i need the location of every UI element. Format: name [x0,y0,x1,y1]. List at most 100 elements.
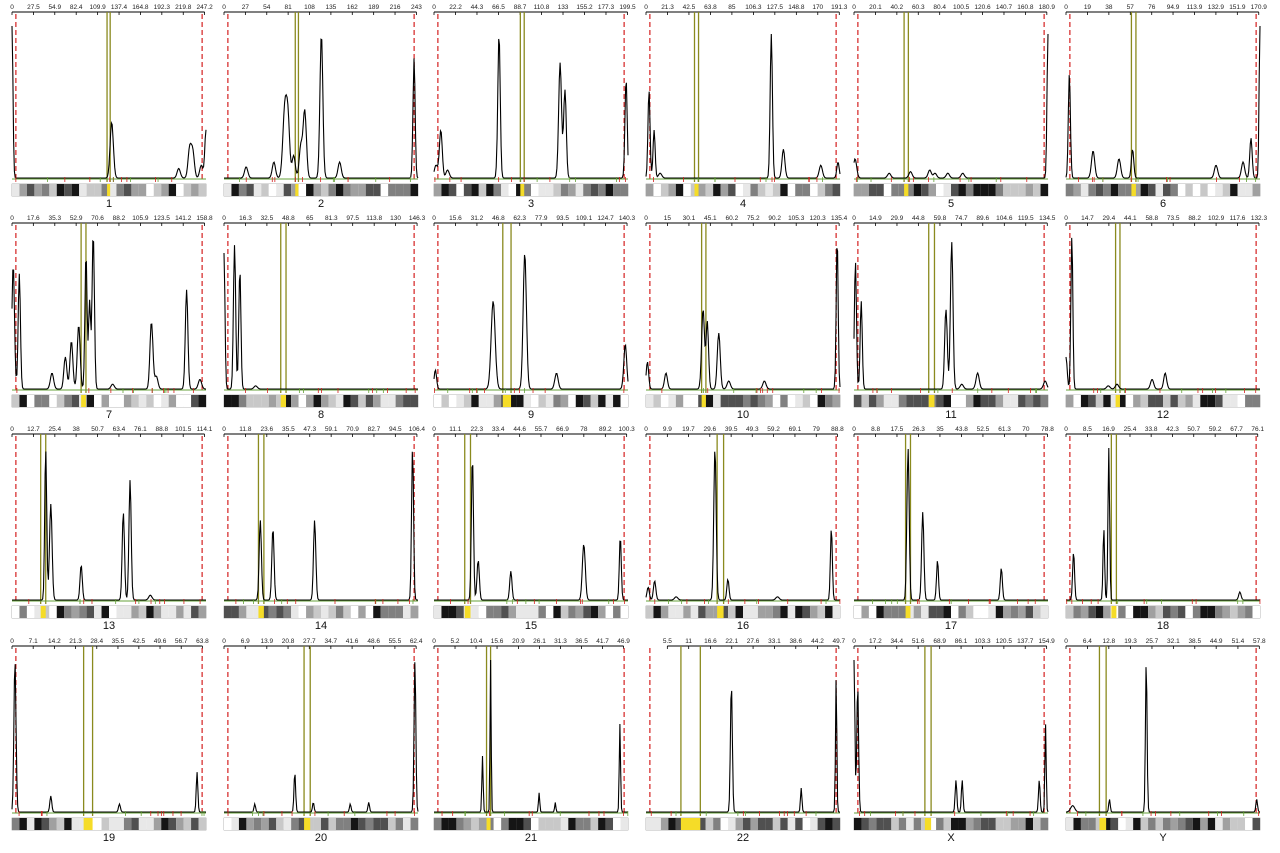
scale-tick-label: 32.5 [261,215,274,222]
ideogram-band [995,606,1004,618]
ideogram-band [291,395,299,407]
ideogram-centromere [717,606,724,618]
ideogram-band [965,395,974,407]
ideogram-band [973,606,981,618]
ideogram-band [1185,606,1193,618]
ideogram-band [86,606,95,618]
scale-tick-label: 44.2 [811,638,824,645]
ideogram-band [176,818,184,830]
scale-tick-label: 109.1 [576,215,593,222]
scale-tick-label: 35.3 [48,215,61,222]
ideogram-band [56,818,65,830]
ideogram-band [1148,184,1156,196]
chromosome-label: 14 [315,620,327,632]
scale-tick-label: 0 [432,4,436,11]
ideogram-band [1003,395,1011,407]
ideogram-band [810,184,818,196]
ideogram-band [646,395,654,407]
ideogram-band [34,184,42,196]
scale-tick-label: 0 [644,4,648,11]
ideogram-band [575,184,584,196]
ideogram-band [176,395,184,407]
scale-tick-label: 137.4 [111,4,128,11]
scale-tick-label: 60.2 [726,215,739,222]
ideogram-band [261,818,269,830]
chromosome-label: 4 [740,198,746,210]
ideogram-band [12,395,20,407]
ideogram-band [553,818,561,830]
ideogram-band [883,818,892,830]
density-curve-line [11,664,206,813]
ideogram-band [403,395,411,407]
ideogram-band [951,184,959,196]
scale-tick-label: 42.5 [683,4,696,11]
scale-tick-label: 140.7 [996,4,1013,11]
scale-tick-label: 191.3 [831,4,848,11]
ideogram-band [1222,606,1231,618]
density-curve-line [645,248,841,390]
scale-tick-label: 135.4 [831,215,848,222]
ideogram-band [1185,818,1193,830]
ideogram-band [313,818,321,830]
ideogram-band [268,606,277,618]
scale-tick-label: 0 [1064,215,1068,222]
ideogram-band [713,818,721,830]
ideogram-band [395,395,404,407]
scale-tick-label: 0 [1064,426,1068,433]
scale-tick-label: 94.9 [1167,4,1180,11]
ideogram-band [395,606,404,618]
chromosome-panel-16: 0 9.9 19.7 29.6 39.5 49.3 59.2 69.1 79 88.8 16 [644,426,844,632]
ideogram-band [854,395,862,407]
scale-tick-label: 17.6 [27,215,40,222]
scale-tick-label: 0 [432,426,436,433]
ideogram-band [583,395,591,407]
ideogram-band [283,395,292,407]
ideogram-band [861,606,869,618]
ideogram-band [660,395,669,407]
ideogram-band [1140,606,1149,618]
scale-tick-label: 54 [263,4,271,11]
ideogram-band [928,184,937,196]
ideogram-band [780,395,788,407]
ideogram-band [613,184,621,196]
scale-tick-label: 94.5 [389,426,402,433]
ideogram-band [1118,184,1126,196]
ideogram-band [456,818,464,830]
scale-tick-label: 81.3 [325,215,338,222]
scale-tick-label: 132.9 [1208,4,1225,11]
scale-tick-label: 54.9 [48,4,61,11]
ideogram-band [951,818,959,830]
scale-tick-label: 0 [222,4,226,11]
ideogram-band [898,184,907,196]
ideogram-band [1207,606,1216,618]
ideogram-band [810,395,818,407]
ideogram-centromere [924,818,932,830]
scale-tick-label: 80.4 [933,4,946,11]
ideogram-band [868,606,877,618]
chromosome-label: 13 [103,620,115,632]
scale-tick-label: 66.9 [556,426,569,433]
ideogram-band [1177,184,1186,196]
ideogram-band [1207,184,1216,196]
ideogram-band [810,818,818,830]
ideogram-band [876,395,884,407]
ideogram-band [757,818,766,830]
scale-tick-label: 120.3 [809,215,826,222]
ideogram-band [523,606,531,618]
scale-tick-label: 85 [728,4,736,11]
ideogram-band [590,818,599,830]
ideogram-band [153,395,162,407]
scale-tick-label: 180.9 [1039,4,1056,11]
ideogram-band [1103,606,1111,618]
ideogram-band [410,184,418,196]
ideogram-band [825,606,833,618]
ideogram-band [335,184,344,196]
ideogram-band [936,818,944,830]
ideogram-band [545,606,554,618]
scale-tick-label: 82.7 [368,426,381,433]
ideogram-band [283,184,292,196]
scale-tick-label: 59.1 [325,426,338,433]
ideogram-band [1095,606,1104,618]
scale-tick-label: 76 [1148,4,1156,11]
ideogram-band [123,395,132,407]
